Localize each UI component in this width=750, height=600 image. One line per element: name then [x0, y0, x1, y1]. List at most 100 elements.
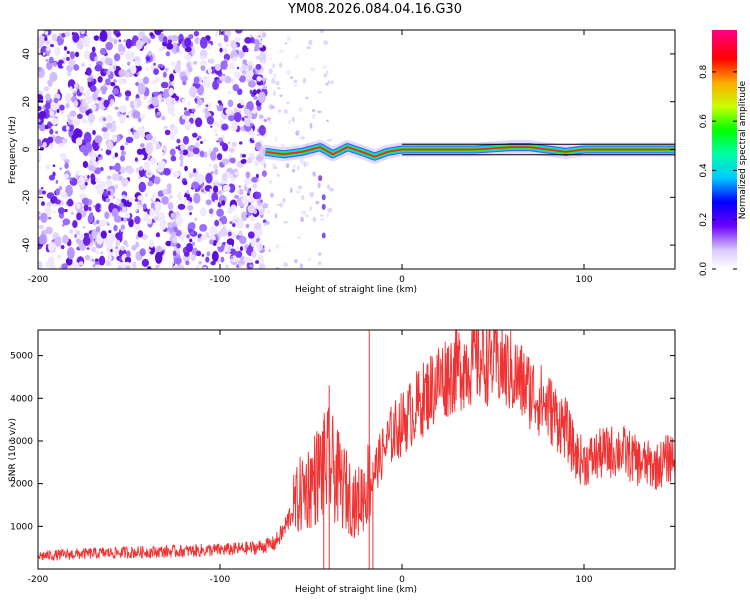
noise-speckle: [91, 46, 96, 53]
noise-speckle: [164, 129, 171, 136]
noise-speckle: [231, 141, 237, 148]
noise-speckle: [92, 92, 98, 101]
noise-speckle: [217, 100, 222, 104]
noise-speckle: [278, 62, 283, 68]
x-tick-label: -200: [28, 275, 49, 285]
noise-speckle: [179, 149, 184, 155]
noise-speckle: [150, 202, 156, 210]
noise-speckle: [39, 146, 45, 151]
y-tick-label: 5000: [10, 352, 33, 362]
noise-speckle: [118, 115, 126, 124]
noise-speckle: [199, 150, 205, 158]
noise-speckle: [213, 185, 219, 193]
noise-speckle: [186, 242, 193, 252]
noise-speckle: [41, 190, 47, 195]
noise-speckle: [229, 61, 236, 71]
noise-speckle: [159, 221, 167, 231]
noise-speckle: [233, 107, 238, 114]
noise-speckle: [130, 128, 134, 132]
noise-speckle: [62, 234, 69, 244]
noise-speckle: [76, 39, 83, 50]
noise-speckle: [217, 190, 223, 195]
noise-speckle: [268, 57, 272, 60]
noise-speckle: [256, 197, 263, 206]
noise-speckle: [47, 79, 53, 87]
noise-speckle: [72, 117, 81, 127]
noise-speckle: [52, 210, 56, 214]
noise-speckle: [109, 86, 112, 90]
noise-speckle: [184, 37, 192, 48]
noise-speckle: [186, 234, 190, 239]
noise-speckle: [114, 183, 119, 190]
noise-speckle: [157, 94, 162, 101]
noise-speckle: [87, 112, 95, 124]
noise-speckle: [279, 94, 283, 97]
snr-x-axis-label: Height of straight line (km): [295, 585, 417, 595]
noise-speckle: [110, 98, 115, 105]
noise-speckle: [55, 41, 58, 45]
noise-speckle: [199, 36, 208, 49]
noise-speckle: [92, 221, 98, 226]
noise-speckle: [184, 121, 192, 131]
noise-speckle: [173, 226, 178, 233]
noise-speckle: [246, 100, 254, 112]
noise-speckle: [225, 108, 232, 115]
noise-speckle: [91, 104, 97, 111]
noise-speckle: [206, 102, 212, 109]
noise-speckle: [187, 204, 194, 211]
noise-speckle: [293, 79, 298, 84]
noise-speckle: [201, 188, 205, 193]
noise-speckle: [155, 232, 161, 238]
noise-speckle: [182, 115, 188, 120]
noise-speckle: [64, 31, 71, 37]
noise-speckle: [222, 184, 231, 193]
noise-speckle: [259, 243, 264, 250]
noise-speckle: [87, 214, 94, 224]
noise-speckle: [214, 219, 220, 227]
noise-speckle: [235, 250, 243, 258]
noise-speckle: [45, 30, 49, 36]
noise-speckle: [86, 247, 90, 250]
noise-speckle: [66, 56, 70, 61]
noise-speckle: [190, 254, 196, 262]
noise-speckle: [111, 207, 119, 218]
noise-speckle: [106, 175, 112, 180]
y-tick-label: 20: [22, 96, 32, 108]
noise-speckle: [113, 53, 121, 62]
noise-speckle: [320, 214, 324, 217]
noise-speckle: [82, 160, 89, 169]
noise-speckle: [82, 118, 88, 124]
noise-speckle: [219, 75, 226, 82]
noise-speckle: [143, 96, 147, 100]
noise-speckle: [38, 105, 42, 111]
noise-speckle: [224, 75, 232, 84]
noise-speckle: [239, 141, 243, 145]
noise-speckle: [53, 97, 59, 104]
noise-speckle: [49, 110, 55, 117]
noise-speckle: [38, 66, 42, 72]
noise-speckle: [321, 65, 327, 69]
noise-speckle: [80, 145, 87, 153]
noise-speckle: [326, 119, 329, 122]
noise-speckle: [125, 136, 134, 144]
noise-speckle: [114, 152, 118, 158]
noise-speckle: [120, 150, 126, 156]
noise-speckle: [153, 176, 161, 185]
noise-speckle: [299, 263, 303, 269]
noise-speckle: [182, 149, 189, 156]
noise-speckle: [124, 50, 132, 60]
noise-speckle: [40, 212, 48, 223]
noise-speckle: [279, 202, 283, 208]
noise-speckle: [219, 227, 228, 237]
noise-speckle: [157, 164, 164, 173]
noise-speckle: [39, 196, 44, 202]
noise-speckle: [177, 43, 180, 47]
noise-speckle: [84, 94, 93, 105]
colorbar-tick-label: 0.6: [699, 114, 709, 129]
y-tick-label: 3000: [10, 437, 33, 447]
noise-speckle: [188, 172, 194, 179]
noise-speckle: [133, 131, 140, 140]
noise-speckle: [162, 152, 166, 156]
noise-speckle: [248, 64, 253, 71]
